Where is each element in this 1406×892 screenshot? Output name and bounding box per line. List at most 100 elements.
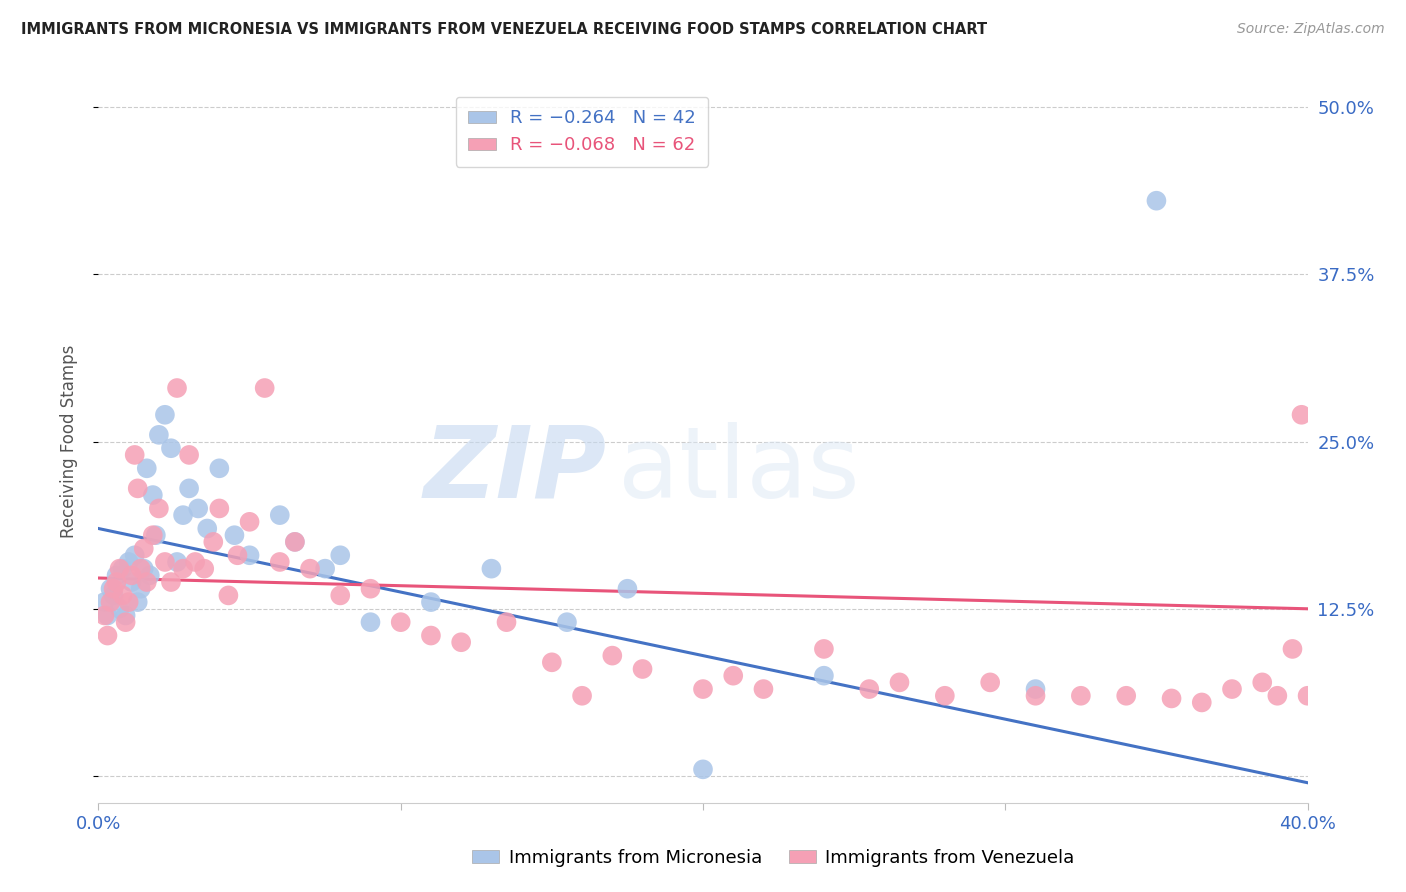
- Point: [813, 642, 835, 657]
- Point: [420, 595, 443, 609]
- Point: [389, 615, 412, 630]
- Point: [166, 381, 188, 395]
- Point: [314, 562, 336, 576]
- Point: [299, 562, 322, 576]
- Point: [858, 681, 880, 696]
- Text: IMMIGRANTS FROM MICRONESIA VS IMMIGRANTS FROM VENEZUELA RECEIVING FOOD STAMPS CO: IMMIGRANTS FROM MICRONESIA VS IMMIGRANTS…: [21, 22, 987, 37]
- Point: [135, 575, 157, 590]
- Point: [1267, 689, 1289, 703]
- Point: [571, 689, 593, 703]
- Point: [118, 595, 141, 609]
- Point: [121, 575, 143, 590]
- Point: [114, 615, 136, 630]
- Point: [160, 442, 183, 455]
- Point: [103, 582, 125, 596]
- Y-axis label: Receiving Food Stamps: Receiving Food Stamps: [59, 345, 77, 538]
- Point: [132, 562, 155, 576]
- Point: [1291, 408, 1313, 422]
- Point: [1220, 681, 1243, 696]
- Point: [934, 689, 956, 703]
- Text: atlas: atlas: [619, 422, 860, 519]
- Point: [217, 589, 239, 603]
- Point: [360, 615, 382, 630]
- Point: [160, 575, 183, 590]
- Point: [1296, 689, 1319, 703]
- Point: [129, 562, 152, 576]
- Text: Source: ZipAtlas.com: Source: ZipAtlas.com: [1237, 22, 1385, 37]
- Point: [111, 589, 134, 603]
- Point: [208, 461, 231, 475]
- Point: [692, 762, 714, 776]
- Point: [813, 669, 835, 683]
- Point: [481, 562, 503, 576]
- Point: [193, 562, 215, 576]
- Point: [226, 548, 249, 563]
- Point: [132, 541, 155, 556]
- Point: [166, 555, 188, 569]
- Point: [631, 662, 654, 676]
- Text: ZIP: ZIP: [423, 422, 606, 519]
- Point: [239, 548, 262, 563]
- Point: [148, 501, 170, 516]
- Point: [96, 629, 118, 643]
- Point: [616, 582, 638, 596]
- Point: [202, 535, 225, 549]
- Point: [96, 608, 118, 623]
- Point: [1024, 681, 1046, 696]
- Point: [495, 615, 517, 630]
- Point: [195, 521, 218, 535]
- Point: [124, 548, 146, 563]
- Legend: R = −0.264   N = 42, R = −0.068   N = 62: R = −0.264 N = 42, R = −0.068 N = 62: [456, 96, 709, 167]
- Point: [420, 629, 443, 643]
- Point: [239, 515, 262, 529]
- Point: [118, 555, 141, 569]
- Point: [127, 595, 149, 609]
- Point: [329, 548, 352, 563]
- Point: [360, 582, 382, 596]
- Point: [284, 535, 307, 549]
- Point: [208, 501, 231, 516]
- Point: [723, 669, 745, 683]
- Point: [121, 568, 143, 582]
- Point: [269, 508, 291, 523]
- Point: [179, 448, 201, 462]
- Point: [145, 528, 167, 542]
- Point: [329, 589, 352, 603]
- Point: [127, 482, 149, 496]
- Point: [540, 655, 562, 669]
- Point: [752, 681, 775, 696]
- Point: [105, 575, 128, 590]
- Point: [148, 428, 170, 442]
- Point: [1144, 194, 1167, 208]
- Point: [1191, 696, 1213, 710]
- Point: [129, 582, 152, 596]
- Point: [100, 595, 122, 609]
- Point: [184, 555, 207, 569]
- Point: [135, 461, 157, 475]
- Point: [139, 568, 162, 582]
- Point: [105, 568, 128, 582]
- Point: [1281, 642, 1303, 657]
- Point: [103, 589, 125, 603]
- Point: [1070, 689, 1092, 703]
- Point: [153, 555, 176, 569]
- Point: [555, 615, 578, 630]
- Point: [1160, 691, 1182, 706]
- Point: [172, 508, 194, 523]
- Point: [284, 535, 307, 549]
- Point: [1115, 689, 1137, 703]
- Point: [253, 381, 276, 395]
- Point: [889, 675, 911, 690]
- Point: [450, 635, 472, 649]
- Point: [1024, 689, 1046, 703]
- Point: [114, 608, 136, 623]
- Point: [172, 562, 194, 576]
- Point: [100, 582, 122, 596]
- Point: [108, 602, 131, 616]
- Point: [224, 528, 246, 542]
- Point: [153, 408, 176, 422]
- Point: [124, 448, 146, 462]
- Point: [269, 555, 291, 569]
- Point: [602, 648, 624, 663]
- Point: [93, 595, 115, 609]
